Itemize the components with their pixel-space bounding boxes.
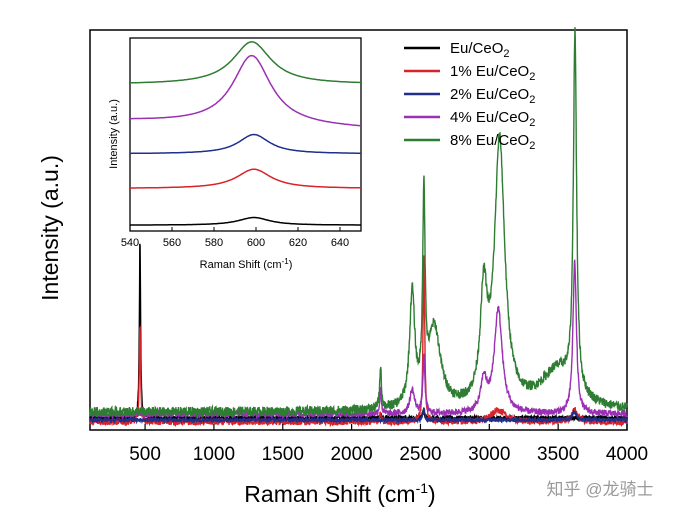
watermark: 知乎 @龙骑士 xyxy=(547,480,654,499)
main-series-line-4 xyxy=(89,27,628,419)
main-x-ticks: 500 1000 1500 2000 2500 3000 3500 4000 xyxy=(129,424,648,465)
inset-x-tick-label-4: 620 xyxy=(289,237,307,249)
inset-x-tick-label-5: 640 xyxy=(331,237,349,249)
legend: Eu/CeO2 1% Eu/CeO2 2% Eu/CeO2 4% Eu/CeO2 8% … xyxy=(404,40,535,152)
inset-series-group xyxy=(130,41,362,226)
main-x-tick-label-3: 2000 xyxy=(330,444,372,465)
inset-x-tick-label-0: 540 xyxy=(121,237,139,249)
main-y-axis-label: Intensity (a.u.) xyxy=(37,155,63,301)
main-x-tick-label-2: 1500 xyxy=(262,444,304,465)
main-series-line-1 xyxy=(89,255,628,428)
main-x-tick-label-6: 3500 xyxy=(537,444,579,465)
main-series-line-3 xyxy=(89,259,628,420)
inset-series-line-3 xyxy=(130,54,362,127)
main-series-line-0 xyxy=(89,243,628,424)
inset-x-tick-label-2: 580 xyxy=(205,237,223,249)
legend-label-2: 2% Eu/CeO2 xyxy=(450,86,535,106)
inset-x-axis-label: Raman Shift (cm-1) xyxy=(200,257,293,271)
legend-label-3: 4% Eu/CeO2 xyxy=(450,109,535,129)
main-x-tick-label-1: 1000 xyxy=(193,444,235,465)
inset-x-ticks: 540 560 580 600 620 640 xyxy=(121,227,349,249)
inset-plot-frame xyxy=(129,37,362,232)
main-x-axis-label: Raman Shift (cm-1) xyxy=(244,480,435,507)
inset-series-line-4 xyxy=(130,41,361,84)
main-series-line-2 xyxy=(89,407,628,425)
legend-label-1: 1% Eu/CeO2 xyxy=(450,63,535,83)
main-x-tick-label-7: 4000 xyxy=(606,444,648,465)
main-plot-frame xyxy=(89,29,628,431)
inset-series-line-2 xyxy=(130,133,361,155)
legend-label-4: 8% Eu/CeO2 xyxy=(450,132,535,152)
main-x-tick-label-5: 3000 xyxy=(468,444,510,465)
main-series-group xyxy=(89,27,628,428)
legend-label-0: Eu/CeO2 xyxy=(450,40,509,60)
main-x-tick-label-0: 500 xyxy=(129,444,161,465)
inset-x-tick-label-3: 600 xyxy=(247,237,265,249)
inset-series-line-1 xyxy=(130,168,361,189)
inset-y-axis-label: Intensity (a.u.) xyxy=(108,99,120,169)
inset-x-tick-label-1: 560 xyxy=(163,237,181,249)
main-x-tick-label-4: 2500 xyxy=(399,444,441,465)
inset-series-line-0 xyxy=(130,216,361,226)
